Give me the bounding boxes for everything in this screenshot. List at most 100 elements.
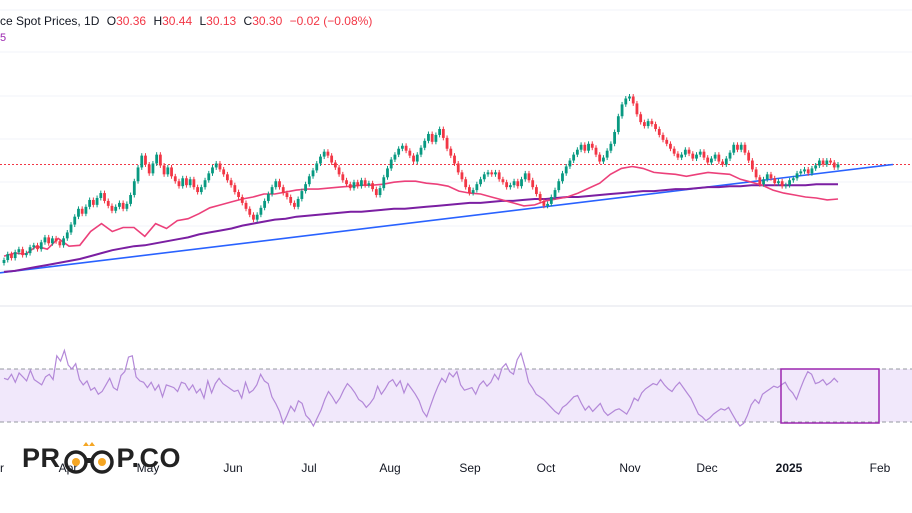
candle-body — [289, 196, 293, 203]
candle-body — [520, 179, 523, 187]
candle-body — [132, 181, 136, 196]
candle-body — [214, 163, 218, 168]
x-axis-tick-label: Jun — [223, 461, 242, 475]
candle-body — [404, 145, 408, 151]
candle-body — [717, 154, 721, 162]
candle-body — [732, 144, 736, 153]
candle-body — [427, 133, 430, 141]
candle-body — [73, 216, 77, 225]
candle-body — [252, 214, 255, 220]
candle-body — [434, 134, 438, 142]
candle-body — [419, 147, 423, 155]
candle-body — [222, 169, 226, 175]
candle-body — [538, 194, 542, 201]
x-axis-tick-label: Dec — [696, 461, 717, 475]
candle-body — [304, 184, 307, 192]
candle-body — [523, 173, 527, 180]
close-label: C — [243, 14, 253, 28]
candle-body — [281, 187, 285, 194]
candle-body — [821, 160, 825, 165]
candle-body — [669, 143, 672, 149]
candle-body — [650, 121, 654, 125]
candle-body — [144, 155, 147, 165]
chart-grid — [0, 9, 912, 271]
candle-body — [445, 137, 449, 149]
candle-body — [486, 172, 490, 175]
candle-body — [65, 232, 69, 239]
candle-body — [326, 151, 330, 156]
candle-body — [706, 157, 710, 163]
candle-body — [400, 145, 404, 149]
candle-body — [531, 180, 535, 188]
candle-body — [389, 159, 393, 169]
x-axis-tick-label: May — [137, 461, 160, 475]
candle-body — [140, 155, 144, 168]
candle-body — [408, 150, 412, 156]
high-value: 30.44 — [162, 14, 193, 28]
candle-body — [218, 163, 222, 170]
candle-body — [266, 194, 270, 201]
candle-body — [598, 154, 602, 162]
candle-body — [508, 185, 512, 188]
candle-body — [438, 129, 442, 135]
candle-body — [62, 238, 65, 246]
candle-body — [248, 208, 252, 215]
rsi-highlight-box[interactable] — [780, 368, 880, 424]
candle-body — [780, 181, 784, 187]
candle-body — [225, 174, 229, 181]
candle-body — [784, 185, 788, 187]
candle-body — [609, 143, 613, 151]
candle-body — [762, 179, 765, 185]
candle-body — [274, 181, 278, 188]
rsi-line — [3, 348, 839, 428]
candle-body — [32, 245, 36, 248]
candle-body — [743, 144, 747, 153]
candle-body — [270, 187, 274, 195]
candle-body — [568, 160, 572, 167]
candle-body — [814, 165, 818, 169]
candle-body — [810, 168, 814, 174]
candle-body — [698, 151, 702, 155]
support-trendline[interactable] — [0, 163, 894, 274]
candle-body — [99, 193, 103, 198]
candle-body — [449, 148, 453, 156]
candle-body — [505, 182, 509, 188]
candle-body — [750, 160, 754, 170]
candle-body — [129, 195, 132, 204]
candle-body — [803, 169, 806, 172]
rsi-band — [0, 369, 912, 422]
candle-body — [642, 122, 646, 127]
candle-body — [244, 202, 248, 209]
candle-body — [736, 144, 739, 150]
candle-body — [360, 180, 363, 187]
candle-body — [77, 208, 80, 217]
candle-body — [683, 149, 687, 155]
candle-body — [494, 172, 497, 175]
candle-body — [710, 158, 713, 163]
candle-body — [397, 148, 401, 155]
candle-body — [188, 179, 192, 186]
candle-body — [602, 157, 605, 162]
candle-body — [17, 249, 21, 253]
candle-body — [635, 103, 639, 115]
candle-body — [36, 245, 39, 250]
candle-body — [166, 167, 170, 175]
candle-body — [535, 187, 538, 195]
candle-body — [691, 153, 695, 159]
candle-body — [95, 197, 99, 205]
candle-body — [441, 129, 445, 138]
candle-body — [348, 184, 352, 189]
candle-body — [352, 182, 356, 189]
open-label: O — [106, 14, 117, 28]
candle-body — [363, 180, 367, 186]
candle-body — [136, 167, 140, 182]
candle-body — [69, 224, 73, 233]
candle-body — [155, 154, 159, 164]
candle-body — [80, 208, 84, 214]
candle-body — [263, 200, 267, 208]
candle-body — [430, 133, 434, 142]
candle-body — [319, 156, 322, 164]
candle-body — [527, 173, 531, 181]
candle-body — [13, 252, 17, 259]
